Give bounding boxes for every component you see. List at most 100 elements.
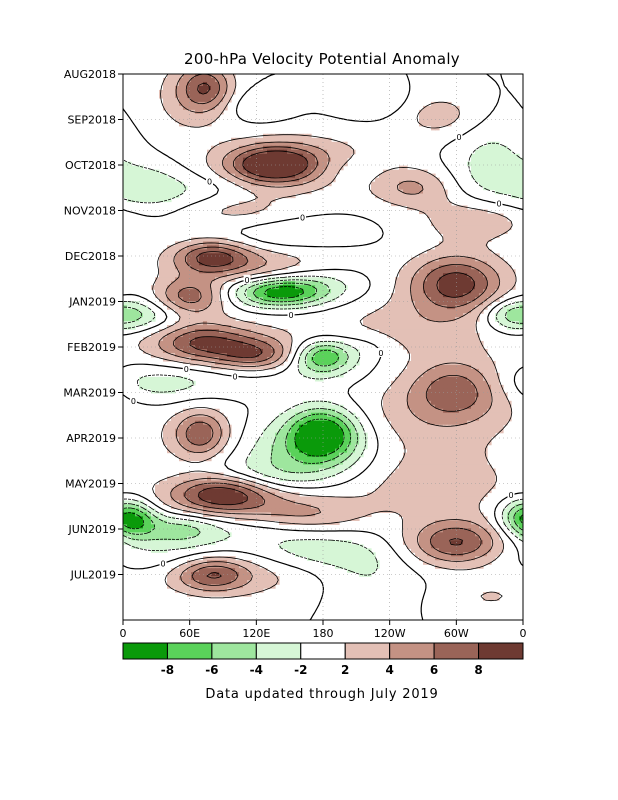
heatmap-cell xyxy=(487,161,492,167)
heatmap-cell xyxy=(387,169,392,175)
heatmap-cell xyxy=(187,301,192,306)
heatmap-cell xyxy=(443,289,448,294)
heatmap-cell xyxy=(323,360,328,366)
heatmap-cell xyxy=(203,77,208,83)
heatmap-cell xyxy=(319,281,324,286)
heatmap-cell xyxy=(399,496,404,502)
heatmap-cell xyxy=(423,337,428,342)
heatmap-cell xyxy=(407,305,412,310)
heatmap-cell xyxy=(459,416,464,422)
heatmap-cell xyxy=(479,289,484,294)
heatmap-cell xyxy=(139,317,144,322)
heatmap-cell xyxy=(375,185,380,191)
heatmap-cell xyxy=(431,472,436,478)
heatmap-cell xyxy=(187,249,192,254)
heatmap-cell xyxy=(207,74,212,79)
heatmap-cell xyxy=(459,436,464,442)
heatmap-cell xyxy=(263,500,268,506)
heatmap-cell xyxy=(275,177,280,183)
heatmap-cell xyxy=(375,189,380,195)
heatmap-cell xyxy=(323,141,328,147)
heatmap-cell xyxy=(455,209,460,215)
heatmap-cell xyxy=(167,496,172,502)
heatmap-cell xyxy=(451,380,456,386)
heatmap-cell xyxy=(195,313,200,318)
heatmap-cell xyxy=(451,281,456,286)
heatmap-cell xyxy=(215,81,220,87)
heatmap-cell xyxy=(199,440,204,446)
heatmap-cell xyxy=(303,456,308,462)
heatmap-cell xyxy=(331,448,336,454)
heatmap-cell xyxy=(131,185,136,191)
heatmap-cell xyxy=(499,145,504,151)
heatmap-cell xyxy=(271,285,276,290)
heatmap-cell xyxy=(203,444,208,450)
heatmap-cell xyxy=(219,492,224,498)
heatmap-cell xyxy=(131,301,136,306)
heatmap-cell xyxy=(391,325,396,330)
heatmap-cell xyxy=(315,452,320,458)
heatmap-cell xyxy=(195,408,200,414)
heatmap-cell xyxy=(335,161,340,167)
heatmap-cell xyxy=(267,297,272,302)
heatmap-cell xyxy=(223,89,228,95)
heatmap-cell xyxy=(171,348,176,354)
heatmap-cell xyxy=(283,177,288,183)
heatmap-cell xyxy=(195,432,200,438)
heatmap-cell xyxy=(439,121,444,127)
heatmap-cell xyxy=(487,380,492,386)
heatmap-cell xyxy=(227,317,232,322)
heatmap-cell xyxy=(295,496,300,502)
heatmap-cell xyxy=(335,293,340,298)
heatmap-cell xyxy=(231,141,236,147)
heatmap-cell xyxy=(311,345,316,350)
heatmap-cell xyxy=(323,356,328,362)
heatmap-cell xyxy=(435,305,440,310)
heatmap-cell xyxy=(275,265,280,270)
heatmap-cell xyxy=(331,173,336,179)
heatmap-cell xyxy=(483,297,488,302)
heatmap-cell xyxy=(255,341,260,346)
heatmap-cell xyxy=(211,488,216,494)
heatmap-cell xyxy=(219,348,224,354)
heatmap-cell xyxy=(371,492,376,498)
heatmap-cell xyxy=(503,317,508,322)
heatmap-cell xyxy=(419,325,424,330)
heatmap-cell xyxy=(507,277,512,282)
heatmap-cell xyxy=(275,456,280,462)
heatmap-cell xyxy=(211,277,216,282)
heatmap-cell xyxy=(275,472,280,478)
heatmap-cell xyxy=(379,329,384,334)
heatmap-cell xyxy=(275,436,280,442)
heatmap-cell xyxy=(183,81,188,87)
heatmap-cell xyxy=(399,488,404,494)
heatmap-cell xyxy=(455,221,460,227)
heatmap-cell xyxy=(315,440,320,446)
heatmap-cell xyxy=(451,217,456,223)
heatmap-cell xyxy=(463,456,468,462)
heatmap-cell xyxy=(479,444,484,450)
heatmap-cell xyxy=(163,500,168,506)
heatmap-cell xyxy=(199,432,204,438)
heatmap-cell xyxy=(435,185,440,191)
heatmap-cell xyxy=(279,297,284,302)
heatmap-cell xyxy=(479,157,484,163)
heatmap-cell xyxy=(251,137,256,143)
heatmap-cell xyxy=(227,277,232,282)
heatmap-cell xyxy=(427,301,432,306)
heatmap-cell xyxy=(179,117,184,123)
heatmap-cell xyxy=(407,476,412,482)
heatmap-cell xyxy=(183,117,188,123)
heatmap-cell xyxy=(171,261,176,266)
heatmap-cell xyxy=(483,384,488,390)
heatmap-cell xyxy=(219,420,224,426)
heatmap-cell xyxy=(275,496,280,502)
heatmap-cell xyxy=(435,261,440,266)
heatmap-cell xyxy=(279,345,284,350)
heatmap-cell xyxy=(243,356,248,362)
heatmap-cell xyxy=(235,273,240,278)
heatmap-cell xyxy=(311,153,316,159)
heatmap-cell xyxy=(451,444,456,450)
heatmap-cell xyxy=(199,309,204,314)
heatmap-cell xyxy=(147,197,152,203)
